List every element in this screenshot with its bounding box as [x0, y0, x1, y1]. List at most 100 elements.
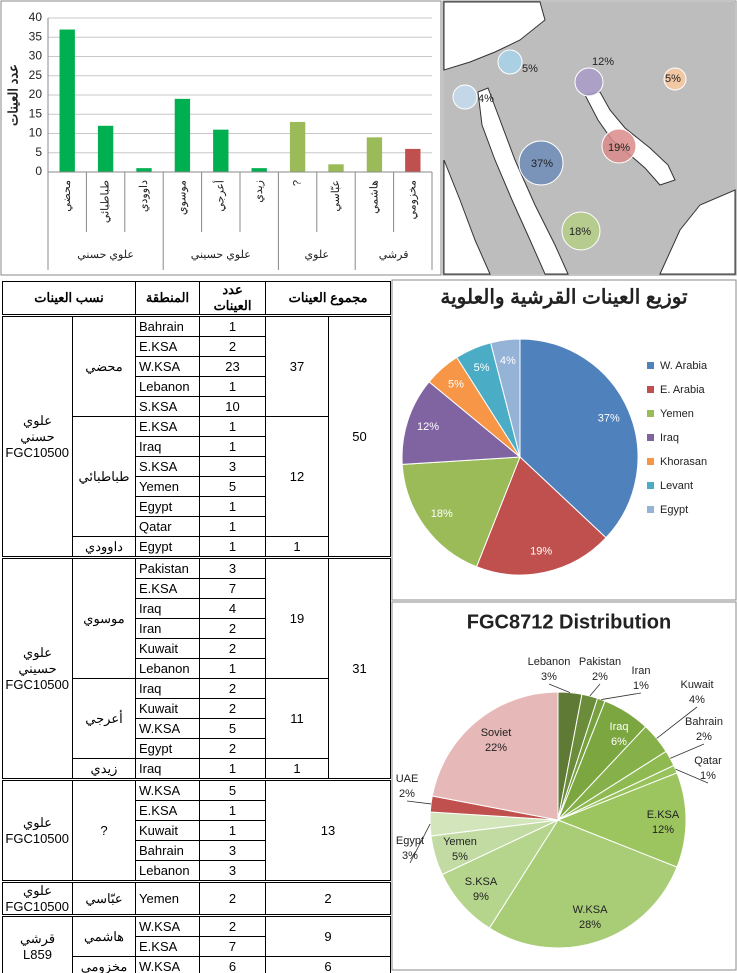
table-row: أعرجي Iraq 2 11 — [3, 678, 391, 759]
region-cell: Bahrain — [135, 314, 201, 337]
table-row: علوي FGC10500 عبّاسي Yemen 2 2 — [2, 880, 392, 916]
table-row: W.KSA 23 — [3, 356, 391, 377]
region-cell: Iraq — [135, 436, 201, 457]
slice-category: Soviet — [481, 727, 512, 739]
table-row: Lebanon 3 — [3, 860, 391, 882]
subtotal-cell: 2 — [265, 880, 392, 916]
count-cell: 5 — [199, 476, 267, 497]
slice-category: W.KSA — [573, 904, 609, 916]
header-row: نسب العينات المنطقة عدد العينات مجموع العين… — [1, 281, 392, 316]
table-row: Kuwait 2 — [3, 698, 391, 719]
subgroup-cell: مخزومي — [71, 956, 137, 973]
leader-line — [589, 683, 601, 697]
count-cell: 7 — [199, 578, 267, 599]
slice-label: 28% — [579, 919, 601, 931]
count-cell: 1 — [199, 416, 267, 437]
region-cell: Egypt — [135, 536, 201, 558]
slice-category: Pakistan — [579, 656, 621, 668]
count-cell: 5 — [199, 718, 267, 739]
region-cell: Iran — [135, 618, 201, 639]
count-cell: 1 — [199, 658, 267, 679]
subgroup-cell: أعرجي — [71, 678, 137, 759]
table-row: علوي FGC10500? W.KSA 5 13 — [2, 778, 392, 882]
slice-label: 19% — [530, 545, 552, 557]
count-cell: 3 — [199, 860, 267, 882]
slice-category: Iran — [632, 665, 651, 677]
x-tick-label: محضي — [61, 180, 73, 212]
legend-label: Khorasan — [660, 456, 707, 468]
region-cell: Lebanon — [135, 376, 201, 397]
slice-label: 4% — [500, 355, 516, 367]
map-bubble — [574, 67, 604, 97]
pie2-title: FGC8712 Distribution — [467, 611, 671, 633]
x-tick-label: موسوي — [176, 180, 188, 215]
group-label: علوي — [305, 249, 330, 261]
map-land — [443, 1, 736, 275]
table-row: Kuwait 1 — [3, 820, 391, 841]
slice-category: Egypt — [396, 835, 424, 847]
count-cell: 1 — [199, 820, 267, 841]
map-bubble-label: 19% — [608, 142, 630, 154]
slice-label: 5% — [452, 851, 468, 863]
table-row: Lebanon 1 — [3, 376, 391, 397]
map-bubble — [561, 211, 601, 251]
map-bubble — [601, 128, 637, 164]
subtotal-cell: 11 — [265, 678, 330, 759]
region-cell: W.KSA — [135, 778, 201, 801]
region-cell: W.KSA — [135, 956, 201, 973]
slice-label: 5% — [474, 362, 490, 374]
pie-slice — [519, 338, 639, 539]
bar — [328, 164, 344, 172]
table-row: Qatar 1 — [3, 516, 391, 537]
table-row: علوي حسيني FGC10500 موسوي Pakistan 3 19 31 — [2, 556, 392, 780]
region-cell: Kuwait — [135, 698, 201, 719]
y-tick-label: 30 — [29, 49, 43, 63]
pie-slice — [431, 691, 559, 821]
count-cell: 2 — [199, 914, 267, 937]
lineage-cell: علوي FGC10500 — [2, 778, 73, 882]
map-bubble — [663, 67, 687, 91]
y-tick-label: 10 — [29, 126, 43, 140]
header-cell: مجموع العينات — [265, 281, 392, 316]
count-cell: 3 — [199, 556, 267, 579]
subgroup-cell: طباطبائي — [71, 416, 137, 537]
leader-line — [548, 683, 571, 693]
slice-label: 3% — [541, 671, 557, 683]
leader-line — [601, 692, 642, 700]
subgroup-cell: داوودي — [71, 536, 137, 558]
count-cell: 1 — [199, 536, 267, 558]
subtotal-cell: 1 — [265, 758, 330, 780]
count-cell: 2 — [199, 678, 267, 699]
region-cell: Yemen — [135, 476, 201, 497]
legend-swatch — [647, 362, 654, 369]
legend-swatch — [647, 506, 654, 513]
bar — [366, 137, 383, 172]
slice-category: Bahrain — [685, 716, 723, 728]
count-cell: 3 — [199, 840, 267, 861]
region-cell: Lebanon — [135, 860, 201, 882]
slice-label: 37% — [598, 412, 620, 424]
lineage-cell: علوي FGC10500 — [2, 880, 73, 916]
slice-label: 12% — [417, 421, 439, 433]
pie-slice — [401, 456, 521, 568]
table-row: مخزومي W.KSA 6 6 — [3, 956, 392, 973]
slice-category: Iraq — [610, 721, 629, 733]
count-cell: 2 — [199, 336, 267, 357]
header-cell: نسب العينات — [1, 281, 137, 316]
bar — [59, 29, 75, 172]
legend-label: E. Arabia — [660, 384, 706, 396]
group-label: علوي حسني — [77, 249, 134, 261]
count-cell: 2 — [199, 698, 267, 719]
total-cell: 50 — [328, 314, 392, 558]
slice-label: 2% — [696, 731, 712, 743]
legend-swatch — [647, 410, 654, 417]
x-tick-label: عبّاسي — [330, 180, 342, 212]
region-cell: S.KSA — [135, 396, 201, 417]
group-label: قرشي — [379, 249, 409, 261]
slice-category: Lebanon — [528, 656, 571, 668]
region-cell: Iraq — [135, 598, 201, 619]
count-cell: 1 — [199, 758, 267, 780]
legend-label: Levant — [660, 480, 693, 492]
region-cell: Egypt — [135, 738, 201, 759]
slice-label: 6% — [611, 736, 627, 748]
